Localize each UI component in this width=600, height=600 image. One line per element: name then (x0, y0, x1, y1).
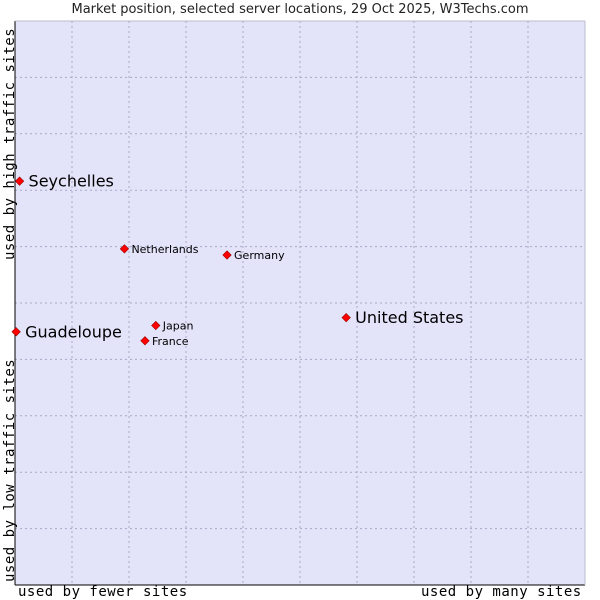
data-point-germany-marker (222, 250, 232, 260)
x-axis-label-low: used by fewer sites (18, 584, 188, 600)
data-point-germany-label: Germany (234, 249, 285, 262)
data-point-netherlands-label: Netherlands (131, 243, 198, 256)
data-point-seychelles-marker (14, 176, 25, 186)
data-point-netherlands-marker (119, 244, 130, 254)
data-point-united-states-label: United States (355, 308, 463, 327)
chart-title: Market position, selected server locatio… (71, 2, 529, 17)
data-point-guadeloupe-marker (11, 327, 21, 337)
data-point-france-marker (140, 336, 150, 346)
data-point-japan-label: Japan (162, 320, 194, 333)
data-point-seychelles-label: Seychelles (29, 172, 114, 191)
data-point-guadeloupe-label: Guadeloupe (25, 322, 122, 341)
x-axis-label-high: used by many sites (421, 584, 582, 600)
y-axis-label-low: used by low traffic sites (2, 358, 18, 582)
data-point-japan-marker (151, 320, 161, 331)
data-point-france-label: France (152, 335, 189, 348)
data-point-united-states-marker (341, 313, 351, 323)
y-axis-label-high: used by high traffic sites (2, 27, 18, 260)
